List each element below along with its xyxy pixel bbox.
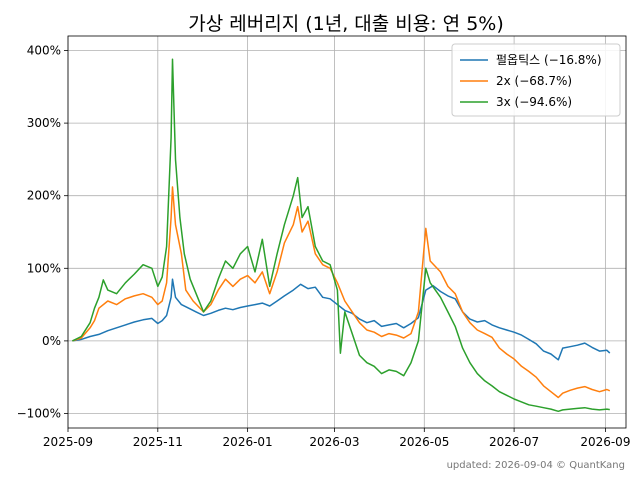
y-tick-label: 100%	[27, 261, 61, 275]
x-tick-label: 2026-05	[399, 435, 449, 449]
chart-title: 가상 레버리지 (1년, 대출 비용: 연 5%)	[188, 13, 504, 35]
legend-label: 펄옵틱스 (−16.8%)	[496, 53, 602, 67]
x-tick-label: 2026-01	[223, 435, 273, 449]
y-tick-label: 300%	[27, 116, 61, 130]
plot-frame	[67, 35, 627, 429]
legend-box	[451, 43, 621, 117]
legend: 펄옵틱스 (−16.8%) 2x (−68.7%) 3x (−94.6%)	[451, 43, 621, 117]
series-line-2	[72, 186, 611, 399]
x-tick-label: 2025-09	[43, 435, 93, 449]
series-line-1	[72, 278, 611, 361]
series-line-3	[72, 58, 610, 413]
y-tick-label: 0%	[42, 334, 61, 348]
y-tick-label: −100%	[17, 406, 61, 420]
legend-label: 3x (−94.6%)	[496, 95, 572, 109]
x-axis: 2025-09 2025-11 2026-01 2026-03 2026-05 2026-…	[43, 428, 630, 449]
x-tick-label: 2026-03	[309, 435, 359, 449]
legend-label: 2x (−68.7%)	[496, 74, 572, 88]
x-tick-label: 2026-09	[580, 435, 630, 449]
y-tick-label: 400%	[27, 44, 61, 58]
y-tick-label: 200%	[27, 189, 61, 203]
series-layer	[72, 58, 611, 413]
x-tick-label: 2025-11	[133, 435, 183, 449]
y-axis: −100% 0% 100% 200% 300% 400%	[17, 44, 68, 420]
footer-note: updated: 2026-09-04 © QuantKang	[447, 460, 625, 471]
x-tick-label: 2026-07	[489, 435, 539, 449]
